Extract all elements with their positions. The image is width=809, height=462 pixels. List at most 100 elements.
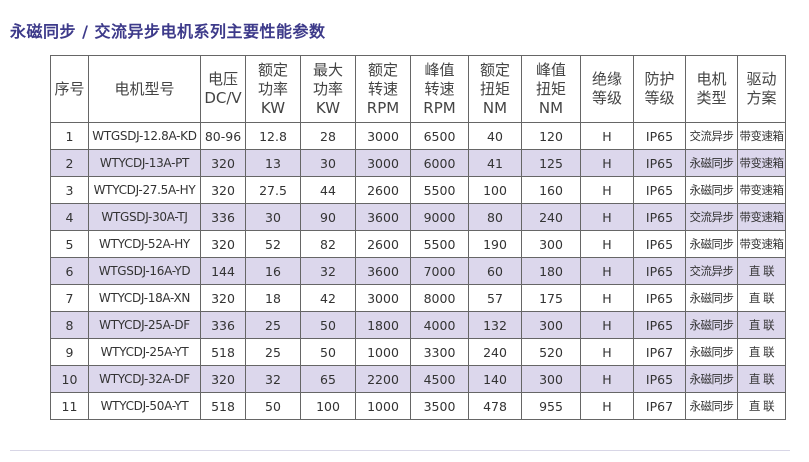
table-cell: IP65 [633, 203, 686, 231]
table-cell: 50 [245, 392, 301, 420]
table-cell: 3500 [410, 392, 469, 420]
table-cell: H [580, 230, 634, 258]
table-cell: 交流异步 [685, 257, 738, 285]
table-cell: 82 [300, 230, 356, 258]
table-cell: 320 [200, 365, 246, 393]
table-cell: 30 [300, 149, 356, 177]
table-cell: 5500 [410, 230, 469, 258]
table-cell: 13 [245, 149, 301, 177]
table-cell: 140 [468, 365, 522, 393]
header-line: 方案 [746, 89, 777, 107]
table-cell: 7000 [410, 257, 469, 285]
table-row: 2 WTYCDJ-13A-PT 320 13 30 3000 6000 41 125 H IP65 永… [50, 149, 786, 177]
table-cell: 25 [245, 338, 301, 366]
table-cell: 478 [468, 392, 522, 420]
table-cell: 直 联 [737, 338, 786, 366]
header-cell: 最大 功率 KW [300, 55, 356, 123]
table-cell: 180 [521, 257, 581, 285]
table-row: 4 WTGSDJ-30A-TJ 336 30 90 3600 9000 80 240 H IP65 交… [50, 203, 786, 231]
header-row: 序号 电机型号 电压 DC/V 额定 功率 KW 最大 功率 KW 额定 转速 RPM 峰值 转速 RPM 额定… [50, 55, 786, 123]
header-line: 等级 [644, 89, 675, 107]
table-cell: H [580, 284, 634, 312]
table-cell: 41 [468, 149, 522, 177]
table-cell: 100 [300, 392, 356, 420]
table-cell: 300 [521, 311, 581, 339]
header-line: NM [538, 98, 564, 117]
table-cell: 带变速箱 [737, 122, 786, 150]
table-cell: 320 [200, 176, 246, 204]
table-cell: 1 [50, 122, 89, 150]
table-cell: IP65 [633, 149, 686, 177]
table-cell: 带变速箱 [737, 203, 786, 231]
table-cell: IP67 [633, 392, 686, 420]
table-cell: 32 [300, 257, 356, 285]
table-cell: WTYCDJ-50A-YT [88, 392, 201, 420]
header-line: KW [260, 98, 286, 117]
table-cell: 6000 [410, 149, 469, 177]
table-cell: 28 [300, 122, 356, 150]
table-cell: WTYCDJ-32A-DF [88, 365, 201, 393]
table-cell: 永磁同步 [685, 311, 738, 339]
table-cell: 直 联 [737, 392, 786, 420]
header-line: 防护 [644, 70, 675, 88]
table-row: 9 WTYCDJ-25A-YT 518 25 50 1000 3300 240 520 H IP67… [50, 338, 786, 366]
table-cell: 80 [468, 203, 522, 231]
header-line: 序号 [54, 79, 85, 98]
table-cell: WTYCDJ-18A-XN [88, 284, 201, 312]
table-cell: H [580, 203, 634, 231]
table-cell: 5500 [410, 176, 469, 204]
table-cell: 2 [50, 149, 89, 177]
table-cell: IP65 [633, 284, 686, 312]
table-cell: 8 [50, 311, 89, 339]
header-cell: 防护 等级 [633, 55, 686, 123]
table-cell: H [580, 365, 634, 393]
table-cell: 52 [245, 230, 301, 258]
table-cell: 1000 [355, 338, 411, 366]
table-cell: 240 [521, 203, 581, 231]
table-cell: 3 [50, 176, 89, 204]
table-cell: 40 [468, 122, 522, 150]
table-cell: 直 联 [737, 257, 786, 285]
table-cell: 65 [300, 365, 356, 393]
table-cell: 90 [300, 203, 356, 231]
table-cell: IP65 [633, 311, 686, 339]
header-line: 扭矩 [535, 79, 566, 98]
table-cell: 9 [50, 338, 89, 366]
table-cell: 5 [50, 230, 89, 258]
table-cell: 2600 [355, 176, 411, 204]
table-cell: 11 [50, 392, 89, 420]
table-cell: 7 [50, 284, 89, 312]
table-cell: 1000 [355, 392, 411, 420]
table-cell: 直 联 [737, 365, 786, 393]
table-cell: 518 [200, 392, 246, 420]
table-cell: 80-96 [200, 122, 246, 150]
header-line: 最大 [312, 60, 343, 79]
table-cell: H [580, 122, 634, 150]
divider [10, 450, 790, 451]
table-cell: 300 [521, 365, 581, 393]
table-cell: 60 [468, 257, 522, 285]
header-line: 扭矩 [479, 79, 510, 98]
table-cell: IP65 [633, 257, 686, 285]
table-cell: H [580, 257, 634, 285]
table-cell: 带变速箱 [737, 149, 786, 177]
table-cell: 3000 [355, 122, 411, 150]
table-row: 6 WTGSDJ-16A-YD 144 16 32 3600 7000 60 180 H IP65 交… [50, 257, 786, 285]
table-row: 5 WTYCDJ-52A-HY 320 52 82 2600 5500 190 300 H IP65… [50, 230, 786, 258]
header-cell: 额定 扭矩 NM [468, 55, 522, 123]
table-cell: 955 [521, 392, 581, 420]
header-line: 额定 [367, 60, 398, 79]
table-cell: 320 [200, 230, 246, 258]
table-cell: 4500 [410, 365, 469, 393]
page-title: 永磁同步 / 交流异步电机系列主要性能参数 [10, 22, 326, 41]
header-line: 电机 [696, 70, 727, 88]
header-line: DC/V [204, 89, 242, 107]
header-line: 功率 [312, 79, 343, 98]
header-cell: 驱动 方案 [737, 55, 786, 123]
table-cell: 4000 [410, 311, 469, 339]
table-cell: 交流异步 [685, 122, 738, 150]
table-cell: WTGSDJ-30A-TJ [88, 203, 201, 231]
table-cell: 2600 [355, 230, 411, 258]
table-row: 7 WTYCDJ-18A-XN 320 18 42 3000 8000 57 175 H IP65 永… [50, 284, 786, 312]
